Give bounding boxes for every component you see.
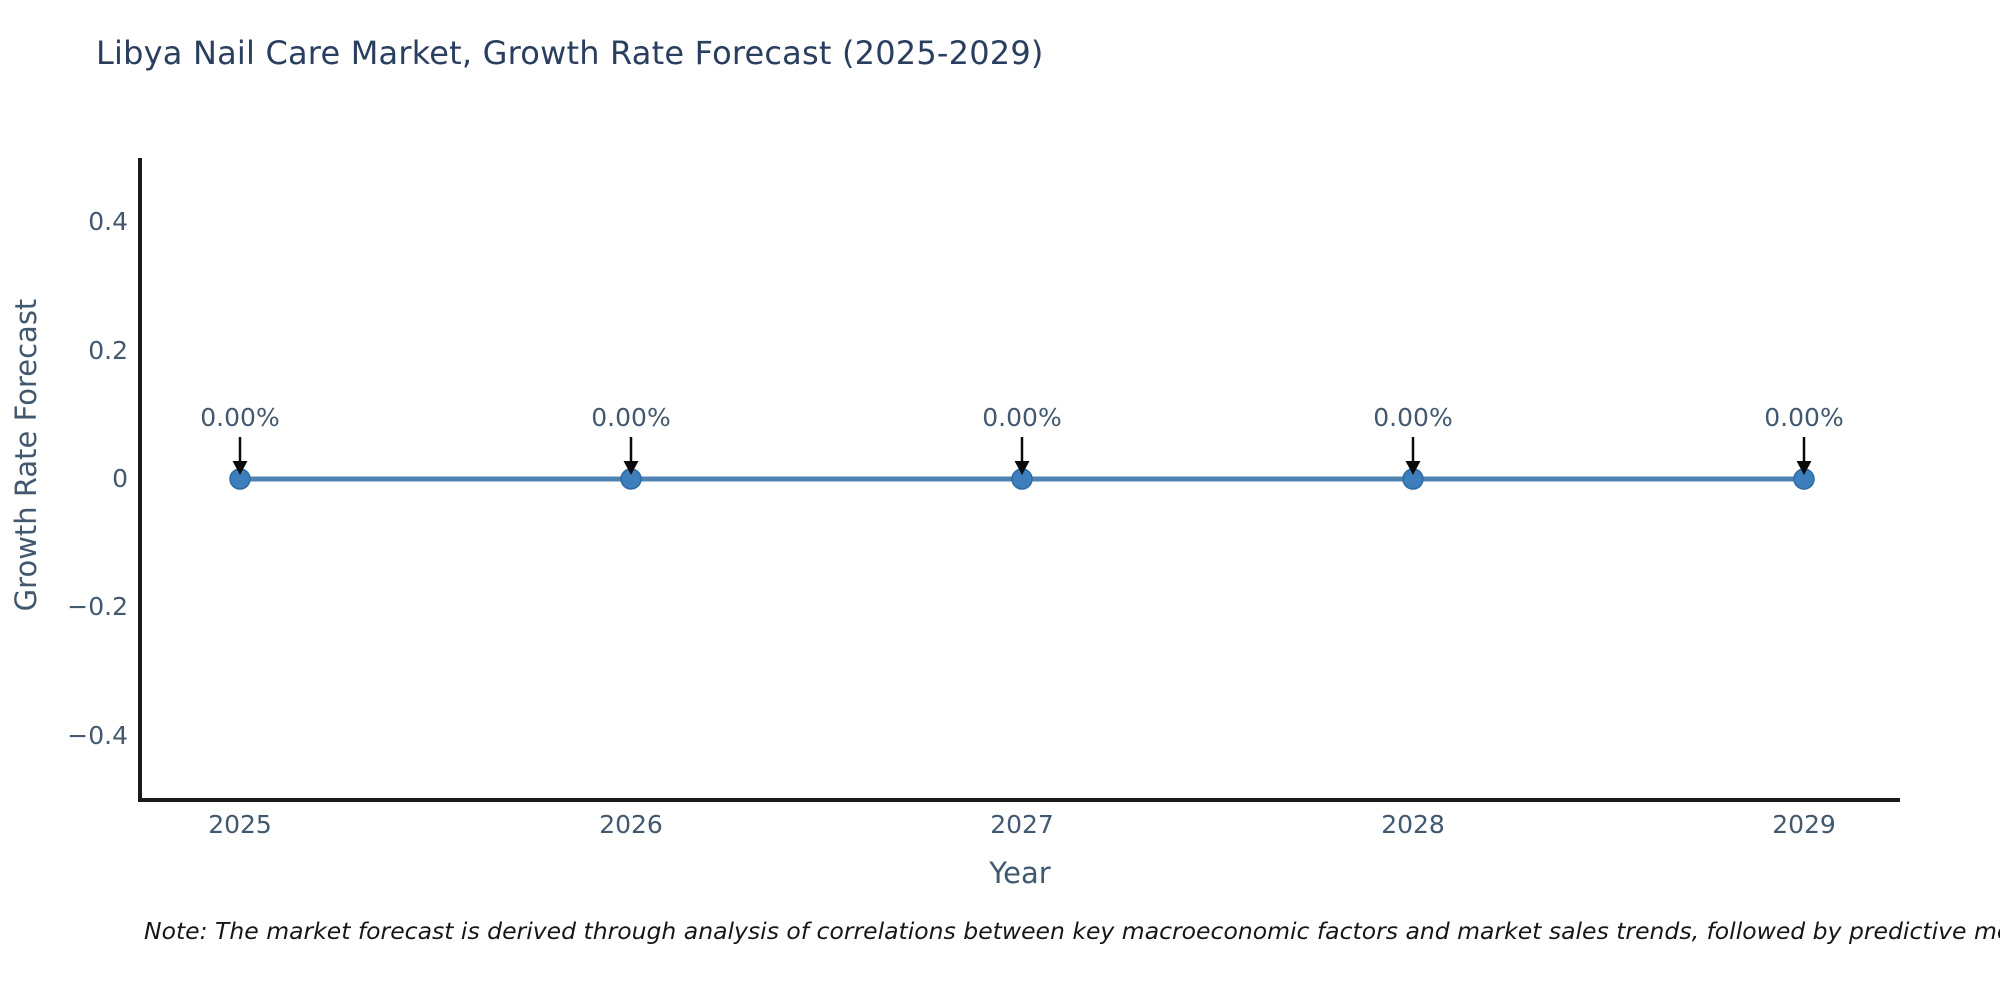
point-value-label: 0.00% xyxy=(1373,403,1453,432)
y-tick-label: −0.2 xyxy=(67,592,128,622)
y-tick-label: 0 xyxy=(112,464,128,493)
annotation-arrowhead-icon xyxy=(623,461,639,475)
annotation-arrowhead-icon xyxy=(1796,461,1812,475)
x-axis-title: Year xyxy=(989,856,1051,890)
annotation-arrowhead-icon xyxy=(1405,461,1421,475)
y-tick-label: −0.4 xyxy=(67,720,128,750)
x-tick-label: 2027 xyxy=(990,810,1054,839)
footnote: Note: The market forecast is derived thr… xyxy=(144,917,2000,945)
y-axis-title: Growth Rate Forecast xyxy=(9,298,43,612)
point-value-label: 0.00% xyxy=(591,403,671,432)
y-tick-label: 0.2 xyxy=(88,335,128,365)
chart-title: Libya Nail Care Market, Growth Rate Fore… xyxy=(96,34,1044,72)
point-value-label: 0.00% xyxy=(200,403,280,432)
x-tick-label: 2028 xyxy=(1381,810,1445,839)
annotation-arrowhead-icon xyxy=(1014,461,1030,475)
annotation-arrowhead-icon xyxy=(232,461,248,475)
x-tick-label: 2029 xyxy=(1772,810,1836,839)
point-value-label: 0.00% xyxy=(1764,403,1844,432)
y-tick-label: 0.4 xyxy=(88,207,128,237)
x-tick-label: 2025 xyxy=(208,810,272,839)
point-value-label: 0.00% xyxy=(982,403,1062,432)
x-tick-label: 2026 xyxy=(599,810,663,839)
